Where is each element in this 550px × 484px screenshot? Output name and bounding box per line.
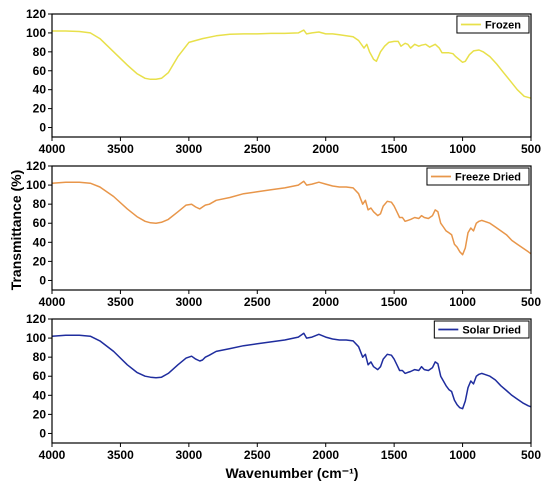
y-tick-label-2-120: 120 (26, 312, 46, 326)
x-tick-label-0-3500: 3500 (107, 142, 134, 156)
y-tick-label-0-80: 80 (33, 45, 47, 59)
x-tick-label-2-2500: 2500 (244, 448, 271, 462)
legend-label-0: Frozen (485, 20, 521, 32)
x-tick-label-1-1000: 1000 (449, 295, 476, 309)
x-tick-label-0-1500: 1500 (381, 142, 408, 156)
x-tick-label-1-2000: 2000 (312, 295, 339, 309)
y-tick-label-1-60: 60 (33, 216, 47, 230)
y-tick-label-1-20: 20 (33, 254, 47, 268)
x-tick-label-0-3000: 3000 (176, 142, 203, 156)
y-tick-label-0-120: 120 (26, 7, 46, 21)
y-tick-label-1-120: 120 (26, 159, 46, 173)
x-tick-label-0-2500: 2500 (244, 142, 271, 156)
y-axis-title: Transmittance (%) (8, 170, 24, 291)
x-tick-label-2-1000: 1000 (449, 448, 476, 462)
series-line-0 (52, 29, 532, 99)
x-tick-label-2-1500: 1500 (381, 448, 408, 462)
panel-2: 0 20 40 60 80 100 120 4000 3500 3000 2500 2000 1500 1… (26, 312, 541, 462)
x-tick-label-2-3000: 3000 (176, 448, 203, 462)
y-tick-label-1-40: 40 (33, 235, 47, 249)
y-tick-label-1-100: 100 (26, 178, 46, 192)
x-tick-label-0-2000: 2000 (312, 142, 339, 156)
panel-1: 0 20 40 60 80 100 120 4000 3500 3000 2500 2000 1500 1… (26, 159, 541, 309)
y-tick-label-0-40: 40 (33, 83, 47, 97)
x-tick-label-1-1500: 1500 (381, 295, 408, 309)
legend-1: Freeze Dried (426, 167, 530, 186)
panel-0: 0 20 40 60 80 100 120 4000 3500 3000 2500 2000 1500 1… (26, 7, 541, 156)
series-line-1 (51, 180, 532, 256)
legend-box-0 (456, 15, 530, 34)
plot-frame-2 (51, 318, 532, 444)
x-tick-label-0-1000: 1000 (449, 142, 476, 156)
x-tick-label-1-3000: 3000 (176, 295, 203, 309)
y-tick-label-2-20: 20 (33, 407, 47, 421)
x-tick-label-1-3500: 3500 (107, 295, 134, 309)
x-tick-label-1-500: 500 (521, 295, 541, 309)
y-tick-label-0-20: 20 (33, 102, 47, 116)
x-tick-label-2-500: 500 (521, 448, 541, 462)
y-tick-label-1-80: 80 (33, 197, 47, 211)
y-tick-label-0-0: 0 (39, 121, 46, 135)
legend-label-1: Freeze Dried (455, 172, 521, 184)
y-tick-label-2-40: 40 (33, 388, 47, 402)
legend-2: Solar Dried (433, 320, 530, 339)
x-tick-label-1-2500: 2500 (244, 295, 271, 309)
y-tick-label-0-100: 100 (26, 26, 46, 40)
y-tick-label-2-80: 80 (33, 350, 47, 364)
y-tick-label-2-0: 0 (39, 426, 46, 440)
legend-label-2: Solar Dried (462, 325, 521, 337)
y-tick-label-0-60: 60 (33, 64, 47, 78)
x-tick-label-2-2000: 2000 (312, 448, 339, 462)
x-tick-label-1-4000: 4000 (39, 295, 66, 309)
legend-box-1 (426, 167, 530, 186)
plot-frame-1 (51, 165, 532, 291)
plot-frame-0 (51, 13, 532, 138)
series-line-2 (51, 332, 532, 410)
y-tick-label-2-100: 100 (26, 331, 46, 345)
x-tick-label-2-3500: 3500 (107, 448, 134, 462)
y-tick-label-2-60: 60 (33, 369, 47, 383)
legend-0: Frozen (456, 15, 530, 34)
y-tick-label-1-0: 0 (39, 273, 46, 287)
legend-box-2 (433, 320, 530, 339)
x-axis-title: Wavenumber (cm⁻¹) (226, 465, 359, 481)
x-tick-label-2-4000: 4000 (39, 448, 66, 462)
x-tick-label-0-4000: 4000 (39, 142, 66, 156)
x-tick-label-0-500: 500 (521, 142, 541, 156)
